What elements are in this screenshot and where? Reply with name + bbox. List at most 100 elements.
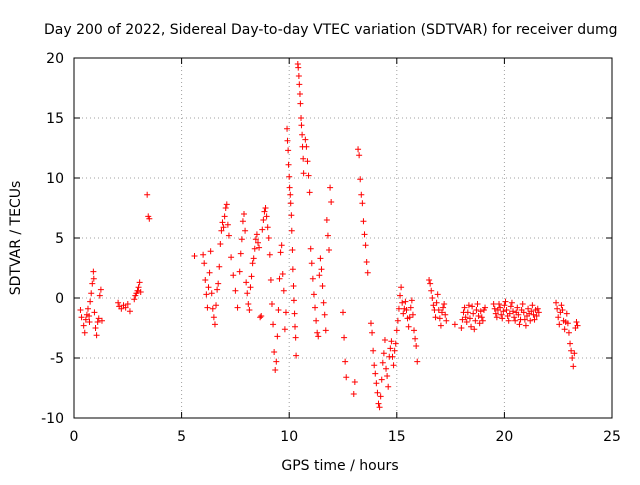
data-point (384, 373, 391, 379)
data-point (287, 200, 294, 207)
data-point (426, 277, 433, 283)
data-point (137, 289, 144, 295)
data-point (533, 313, 540, 319)
data-point (288, 227, 295, 234)
data-point (238, 236, 245, 243)
data-point (96, 292, 103, 299)
data-point (461, 304, 468, 311)
data-point (91, 309, 98, 316)
data-point (205, 284, 212, 291)
data-point (463, 319, 470, 325)
x-tick-label: 20 (495, 429, 513, 445)
data-point (124, 301, 131, 307)
data-point (427, 280, 434, 287)
data-point (320, 299, 327, 306)
y-tick-label: 20 (46, 51, 64, 67)
data-point (282, 309, 289, 316)
data-point (318, 266, 325, 273)
data-point (432, 314, 439, 321)
data-point (473, 307, 480, 313)
data-point (371, 362, 378, 369)
y-tick-label: 15 (46, 111, 64, 127)
data-point (408, 297, 415, 304)
data-point (369, 329, 376, 336)
data-point (375, 400, 382, 407)
data-point (367, 320, 374, 327)
data-point (78, 314, 85, 321)
data-point (264, 224, 271, 231)
data-point (436, 315, 443, 322)
x-axis-label: GPS time / hours (281, 458, 398, 474)
data-point (135, 284, 142, 291)
data-point (316, 272, 323, 279)
data-point (146, 215, 153, 222)
data-point (263, 213, 270, 220)
data-point (519, 301, 526, 307)
data-point (317, 255, 324, 262)
data-point (289, 266, 296, 273)
data-point (478, 314, 485, 321)
data-point (466, 315, 473, 322)
data-point (219, 219, 226, 226)
grid-lines (74, 58, 612, 418)
data-point (527, 317, 534, 324)
data-point (218, 227, 225, 234)
data-point (270, 321, 277, 328)
data-point (398, 284, 405, 291)
data-point (204, 304, 211, 311)
data-point (303, 143, 310, 150)
data-point (286, 184, 293, 191)
data-point (281, 326, 288, 333)
data-point (383, 365, 390, 372)
data-point (77, 307, 84, 313)
data-point (94, 319, 101, 325)
data-point (435, 307, 442, 313)
data-point (237, 250, 244, 257)
data-point (535, 309, 542, 316)
data-point (230, 272, 237, 279)
data-point (342, 358, 349, 365)
data-point (402, 298, 409, 305)
data-point (208, 290, 215, 297)
data-point (472, 317, 479, 324)
data-point (520, 309, 527, 316)
data-point (529, 302, 536, 309)
data-point (565, 329, 572, 336)
data-point (500, 308, 507, 315)
data-point (514, 304, 521, 311)
data-point (273, 358, 280, 365)
y-tick-label: 0 (55, 291, 64, 307)
data-point (414, 358, 421, 365)
data-point (394, 317, 401, 324)
data-point (406, 314, 413, 321)
data-point (395, 305, 402, 312)
data-point (340, 309, 346, 316)
data-point (359, 200, 366, 207)
data-point (200, 251, 207, 258)
data-point (207, 248, 214, 255)
data-point (350, 391, 357, 397)
data-point (341, 334, 348, 341)
data-point (310, 291, 317, 298)
data-point (313, 317, 320, 324)
data-point (400, 310, 407, 317)
data-point (428, 287, 435, 294)
data-point (392, 340, 399, 347)
data-point (464, 309, 471, 316)
data-point (491, 305, 498, 312)
data-point (389, 353, 396, 360)
data-point (222, 205, 229, 211)
data-point (253, 231, 260, 238)
data-point (362, 242, 369, 249)
data-point (443, 317, 450, 324)
data-point (477, 308, 484, 315)
data-point (492, 310, 499, 317)
data-point (399, 299, 406, 306)
data-point (462, 314, 469, 321)
data-point (458, 325, 465, 331)
data-point (322, 327, 329, 334)
data-point (295, 73, 302, 79)
data-point (531, 316, 538, 323)
data-point (304, 158, 311, 165)
data-point (525, 305, 532, 312)
